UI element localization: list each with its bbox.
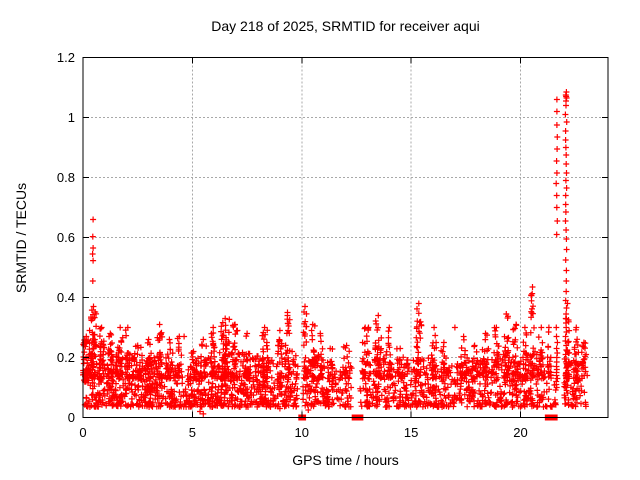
scatter-points — [80, 89, 591, 417]
y-tick-label: 0.2 — [57, 350, 75, 365]
y-tick-label: 1.2 — [57, 50, 75, 65]
y-tick-label: 0.8 — [57, 170, 75, 185]
y-tick-label: 0.4 — [57, 290, 75, 305]
x-tick-label: 5 — [189, 425, 196, 440]
x-tick-label: 0 — [79, 425, 86, 440]
x-tick-label: 10 — [295, 425, 309, 440]
chart-title: Day 218 of 2025, SRMTID for receiver aqu… — [211, 18, 480, 34]
x-axis-label: GPS time / hours — [292, 452, 399, 468]
y-tick-label: 1 — [68, 110, 75, 125]
x-tick-label: 20 — [513, 425, 527, 440]
tick-marks — [82, 57, 608, 418]
y-tick-label: 0.6 — [57, 230, 75, 245]
y-tick-label: 0 — [68, 410, 75, 425]
x-tick-label: 15 — [404, 425, 418, 440]
